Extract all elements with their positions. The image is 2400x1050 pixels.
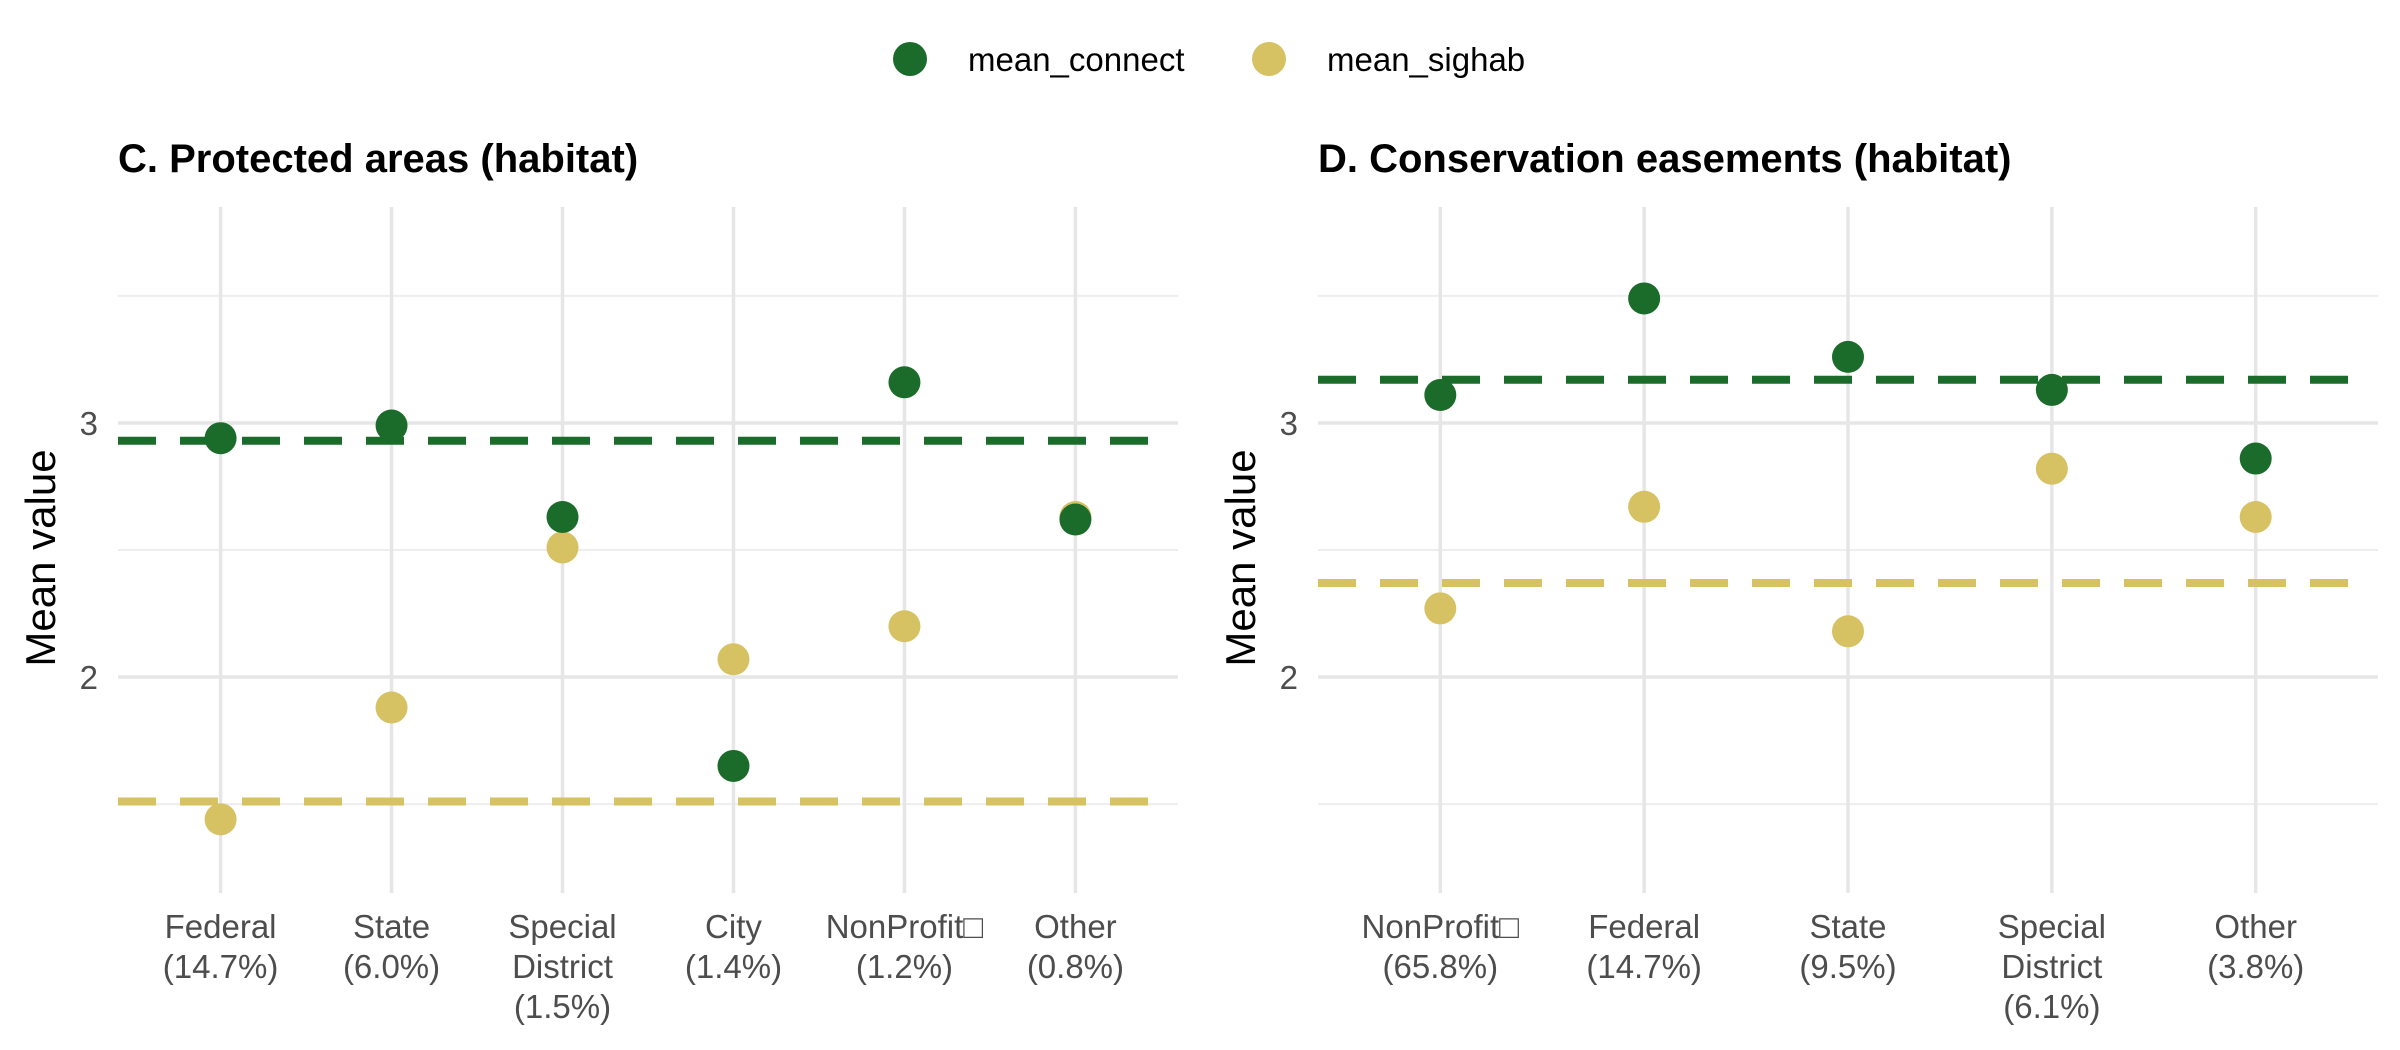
point-mean-sighab [717,643,750,676]
point-mean-connect [2239,442,2272,475]
x-tick-label: City (1.4%) [685,908,782,985]
x-tick-label: NonProfit□ (1.2%) [826,908,984,985]
point-mean-connect [546,500,579,533]
point-mean-connect [888,366,921,399]
point-mean-sighab [2035,452,2068,485]
x-tick-label: Special District (1.5%) [508,908,616,1025]
x-tick-label: Other (0.8%) [1027,908,1124,985]
panel-protected-areas: C. Protected areas (habitat) Mean value … [17,137,1178,1025]
y-tick-label: 2 [80,659,98,696]
panel-conservation-easements: D. Conservation easements (habitat) Mean… [1217,137,2378,1025]
point-mean-connect [1059,503,1092,536]
point-mean-connect [2035,373,2068,406]
point-mean-sighab [1832,615,1864,648]
x-tick-label: Special District (6.1%) [1998,908,2106,1025]
x-tick-label: State (6.0%) [343,908,440,985]
legend-label-mean-connect: mean_connect [968,41,1184,78]
legend-marker-mean-sighab [1252,42,1286,76]
point-mean-sighab [1628,490,1661,523]
point-mean-connect [1832,340,1864,373]
point-mean-connect [204,422,237,455]
y-tick-label: 2 [1280,659,1298,696]
point-mean-sighab [1424,592,1457,625]
point-mean-sighab [546,531,579,564]
x-tick-label: Federal (14.7%) [163,908,279,985]
point-mean-connect [375,409,408,442]
legend-marker-mean-connect [893,42,927,76]
gridlines [118,207,1178,893]
point-mean-connect [1628,282,1661,315]
y-tick-label: 3 [80,405,98,442]
y-axis-title: Mean value [1217,449,1264,666]
legend-label-mean-sighab: mean_sighab [1327,41,1525,78]
point-mean-sighab [204,803,237,836]
panel-title: D. Conservation easements (habitat) [1318,137,2012,181]
point-mean-sighab [888,610,921,643]
legend: mean_connect mean_sighab [893,41,1525,78]
x-tick-label: Federal (14.7%) [1586,908,1702,985]
point-mean-connect [717,749,750,782]
y-axis-title: Mean value [17,449,64,666]
x-tick-label: NonProfit□ (65.8%) [1362,908,1520,985]
point-mean-sighab [2239,500,2272,533]
point-mean-connect [1424,379,1457,412]
x-tick-label: Other (3.8%) [2207,908,2304,985]
gridlines [1318,207,2378,893]
y-tick-label: 3 [1280,405,1298,442]
panel-title: C. Protected areas (habitat) [118,137,638,181]
x-tick-label: State (9.5%) [1799,908,1896,985]
point-mean-sighab [375,691,408,724]
